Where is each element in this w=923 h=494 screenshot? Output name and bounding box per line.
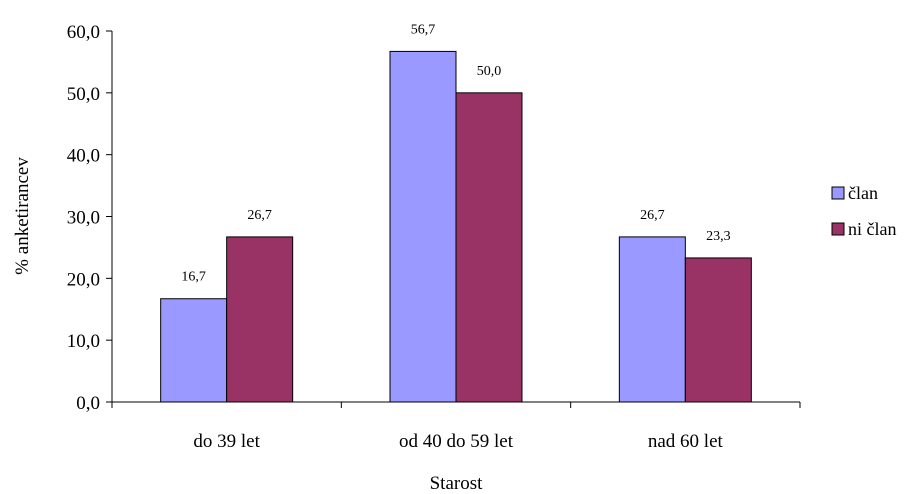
data-label: 26,7 [247,208,272,223]
x-category-label: od 40 do 59 let [399,431,514,452]
y-tick-label: 60,0 [67,22,100,43]
axes: 0,0 10,0 20,0 30,0 40,0 50,0 60,0 do 39 let od 4… [67,22,801,452]
bar [160,298,228,403]
y-tick-label: 20,0 [67,269,100,290]
data-label: 56,7 [411,22,436,37]
data-label: 26,7 [640,208,665,223]
bars [160,50,752,403]
y-tick-label: 40,0 [67,146,100,167]
data-label: 23,3 [706,229,731,244]
data-label: 16,7 [181,270,206,285]
x-category-label: nad 60 let [648,431,724,452]
y-axis-title: % anketirancev [12,157,33,275]
legend: član ni član [831,183,896,239]
x-category-label: do 39 let [193,431,260,452]
y-tick-label: 0,0 [76,393,100,414]
x-axis-title: Starost [430,473,484,494]
y-tick-label: 10,0 [67,331,100,352]
data-label: 50,0 [477,64,502,79]
y-tick-label: 50,0 [67,84,100,105]
bar [684,257,752,403]
bar [455,92,523,403]
legend-label: član [848,183,878,203]
bar [389,50,457,403]
legend-swatch [831,186,845,200]
y-tick-label: 30,0 [67,208,100,229]
legend-label: ni član [848,219,896,239]
bar [618,236,686,403]
data-labels: 16,7 26,7 56,7 50,0 26,7 23,3 [181,22,730,284]
legend-swatch [831,222,845,236]
bar [226,236,294,403]
